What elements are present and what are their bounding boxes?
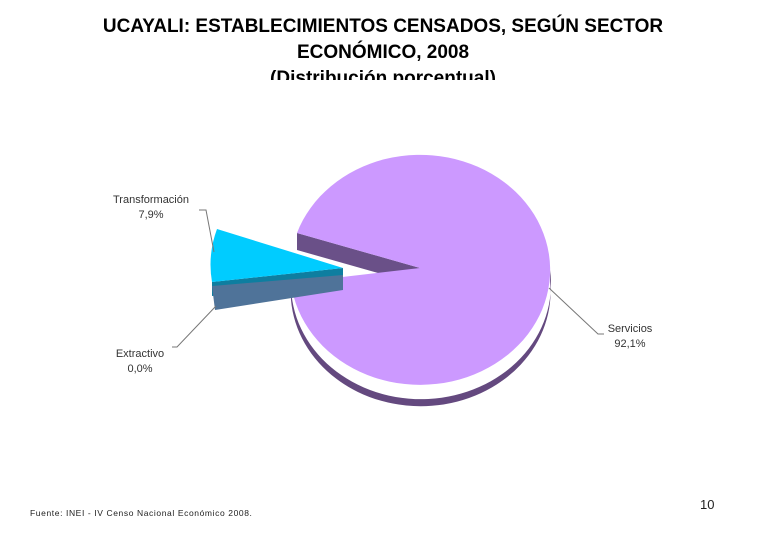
- pie-slice-extractivo: [212, 275, 343, 310]
- source-note: Fuente: INEI - IV Censo Nacional Económi…: [30, 508, 253, 518]
- leader-line-servicios: [548, 287, 604, 335]
- label-extractivo-value: 0,0%: [127, 363, 152, 375]
- leader-line-extractivo: [172, 305, 217, 348]
- extractivo-top: [212, 275, 343, 310]
- chart-title: UCAYALI: ESTABLECIMIENTOS CENSADOS, SEGÚ…: [40, 14, 726, 80]
- label-servicios-name: Servicios: [608, 323, 653, 335]
- label-servicios-value: 92,1%: [614, 338, 645, 350]
- label-transformacion-value: 7,9%: [138, 209, 163, 221]
- servicios-top: [291, 154, 551, 385]
- page-number: 10: [700, 497, 715, 512]
- transformacion-top: [210, 229, 343, 282]
- pie-slice-servicios: [290, 154, 551, 407]
- title-line-2: ECONÓMICO, 2008: [296, 42, 470, 63]
- label-transformacion-name: Transformación: [113, 194, 189, 206]
- title-line-3: (Distribución porcentual): [270, 68, 496, 80]
- leader-line-transformacion: [199, 209, 215, 253]
- label-extractivo-name: Extractivo: [116, 348, 164, 360]
- title-line-1: UCAYALI: ESTABLECIMIENTOS CENSADOS, SEGÚ…: [102, 16, 664, 37]
